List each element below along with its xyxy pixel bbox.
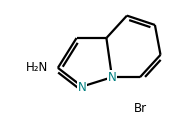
Text: Br: Br — [133, 102, 147, 115]
Text: N: N — [108, 71, 116, 84]
Text: N: N — [78, 81, 86, 94]
Text: H₂N: H₂N — [26, 61, 48, 74]
